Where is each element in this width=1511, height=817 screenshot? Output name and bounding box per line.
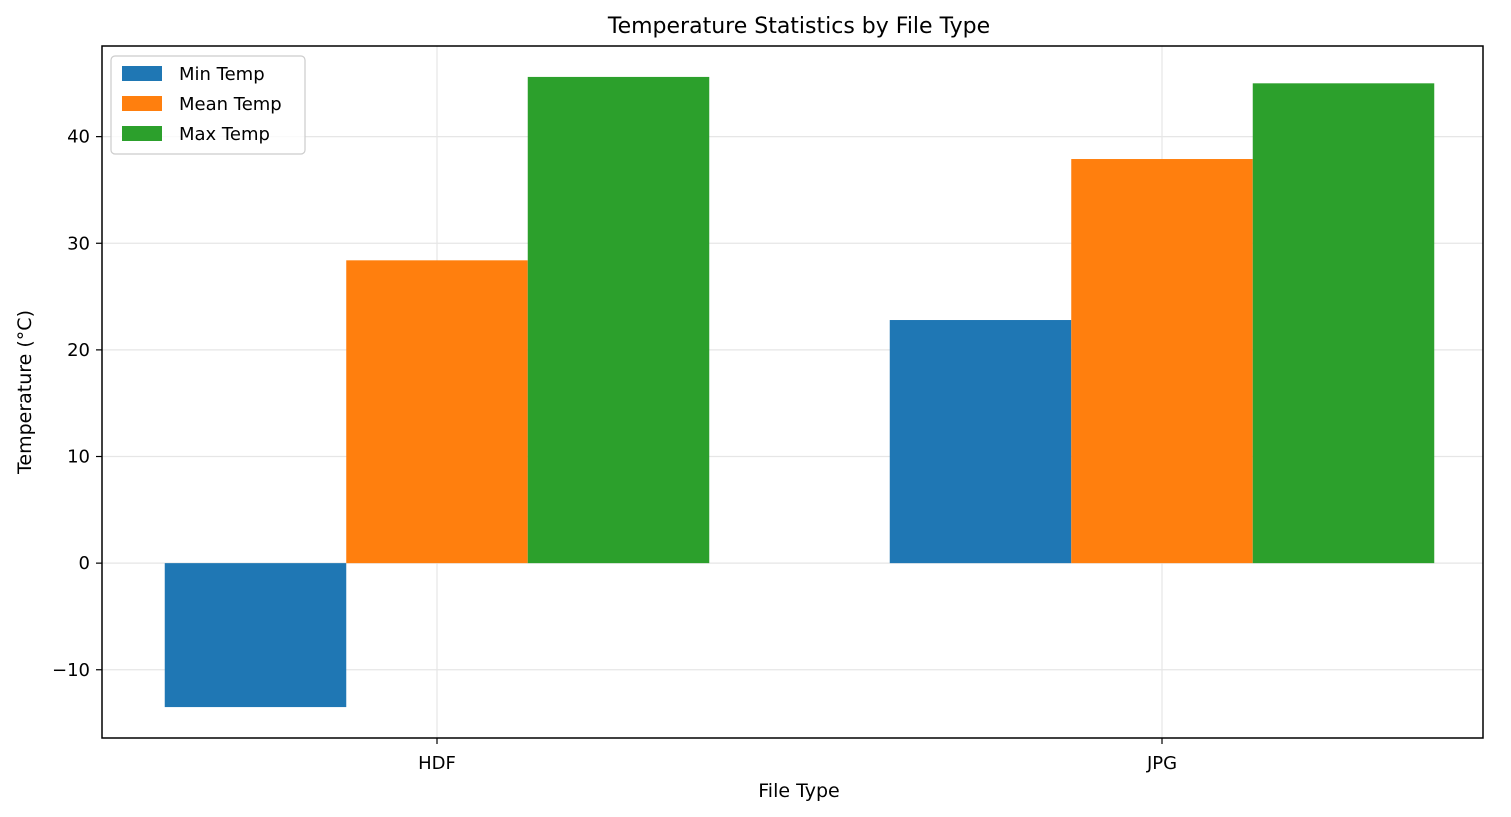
legend-label: Min Temp (179, 64, 265, 85)
x-tick-label: HDF (418, 753, 456, 774)
y-axis: −10 0 10 20 30 40 (52, 127, 102, 681)
y-tick-label: 40 (67, 127, 90, 148)
legend-swatch (122, 66, 162, 81)
bar-max-temp-hdf (527, 76, 710, 564)
legend: Min Temp Mean Temp Max Temp (110, 55, 306, 155)
y-tick-label: 10 (67, 447, 90, 468)
y-tick-label: 30 (67, 233, 90, 254)
y-tick-label: 0 (79, 553, 90, 574)
y-tick-label: −10 (52, 660, 90, 681)
y-axis-title: Temperature (°C) (14, 310, 36, 475)
bar-max-temp-jpg (1252, 83, 1435, 564)
legend-swatch (122, 96, 162, 111)
x-tick-label: JPG (1146, 753, 1177, 774)
x-axis-title: File Type (758, 780, 839, 802)
bar-min-temp-hdf (164, 563, 347, 708)
legend-swatch (122, 126, 162, 141)
y-tick-label: 20 (67, 340, 90, 361)
bars (164, 76, 1435, 708)
bar-mean-temp-jpg (1071, 159, 1253, 564)
plot-frame (101, 45, 1484, 739)
legend-label: Mean Temp (179, 94, 282, 115)
chart-title: Temperature Statistics by File Type (607, 14, 990, 39)
bar-min-temp-jpg (889, 320, 1072, 564)
bar-mean-temp-hdf (346, 260, 528, 564)
x-axis: HDF JPG (418, 738, 1177, 774)
legend-label: Max Temp (179, 124, 270, 145)
